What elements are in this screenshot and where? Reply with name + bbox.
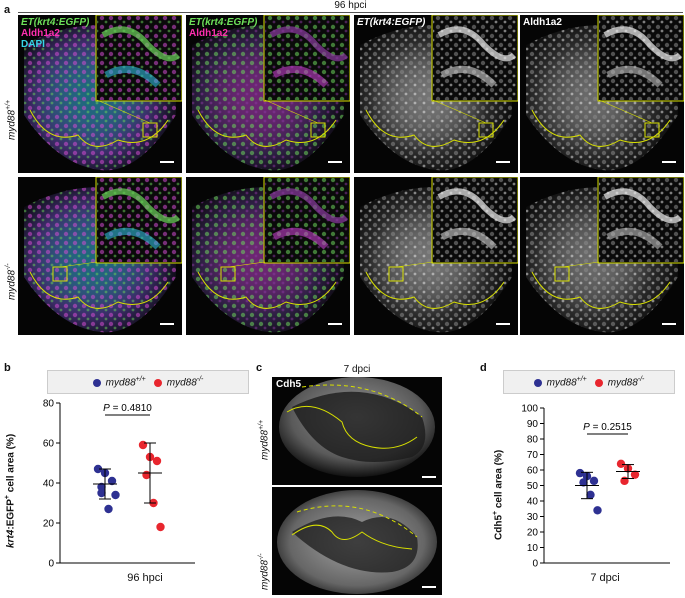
- legend-dot-wt: [533, 378, 542, 387]
- data-point: [142, 470, 151, 480]
- legend-item-mut: myd88-/-: [153, 376, 203, 388]
- panel-c-channel-label: Cdh5: [276, 379, 301, 390]
- y-tick-label: 80: [43, 399, 55, 410]
- panel-a-tissue-r1-c4: [526, 15, 684, 171]
- panel-c-title: 7 dpci: [343, 364, 371, 375]
- panel-a-title-rule: [18, 12, 683, 13]
- legend-dot-mut: [594, 378, 603, 387]
- panel-d-xlabel: 7 dpci: [590, 572, 620, 584]
- channel-label: ET(krt4:EGFP): [357, 17, 426, 28]
- channel-label: Aldh1a2: [189, 28, 228, 39]
- panel-c-heart-wt: [279, 377, 436, 478]
- panel-a-image-r1-c3: ET(krt4:EGFP): [354, 15, 518, 173]
- y-tick-label: 30: [527, 512, 539, 523]
- legend-dot-mut: [153, 378, 162, 387]
- panel-a-tissue-r1-c3: [360, 15, 518, 171]
- panel-a-row2-label: myd88-/-: [5, 263, 18, 300]
- y-tick-label: 70: [527, 450, 539, 461]
- data-point: [93, 464, 103, 474]
- panel-c-row2-label: myd88-/-: [258, 553, 271, 590]
- data-point: [586, 490, 595, 499]
- data-point: [111, 490, 120, 500]
- panel-a-image-r2-c2: [186, 177, 350, 335]
- panel-a-tissue-r1-c2: [192, 15, 350, 171]
- y-tick-label: 50: [527, 481, 539, 492]
- panel-a-image-r1-c2: ET(krt4:EGFP) Aldh1a2: [186, 15, 350, 173]
- channel-label: ET(krt4:EGFP): [189, 17, 258, 28]
- panel-b-legend: myd88+/+ myd88-/-: [47, 370, 249, 394]
- data-point: [138, 440, 148, 450]
- channel-label: Aldh1a2: [21, 28, 60, 39]
- channel-label: DAPI: [21, 39, 45, 50]
- data-point: [616, 459, 626, 468]
- y-tick-label: 60: [527, 466, 539, 477]
- panel-b-ylabel: krt4:EGFP+ cell area (%): [4, 433, 17, 548]
- y-tick-label: 90: [527, 419, 539, 430]
- panel-d-ylabel: Cdh5+ cell area (%): [492, 449, 505, 540]
- y-tick-label: 80: [527, 435, 539, 446]
- panel-a-tissue-r2-c2: [192, 177, 350, 333]
- panel-d-chart: 0 10 20 30 40 50 60 70 80 90 100 P = 0.2515: [521, 404, 670, 569]
- panel-a-title: 96 hpci: [334, 0, 367, 11]
- panel-d-legend: myd88+/+ myd88-/-: [503, 370, 675, 394]
- panel-a-tissue-r2-c1: [24, 177, 182, 333]
- legend-item-wt: myd88+/+: [533, 376, 587, 388]
- p-value-label: P = 0.4810: [103, 403, 152, 414]
- y-tick-label: 20: [43, 519, 55, 530]
- panel-a-channel-labels-c1: ET(krt4:EGFP) Aldh1a2 DAPI: [21, 17, 89, 50]
- data-point: [630, 470, 640, 479]
- y-tick-label: 20: [527, 528, 539, 539]
- panel-a-channel-labels-c4: Aldh1a2: [523, 17, 562, 28]
- data-point: [152, 456, 162, 466]
- data-point: [579, 478, 588, 487]
- panel-a-label: a: [4, 4, 11, 16]
- data-point: [156, 522, 165, 532]
- panel-d-label: d: [480, 362, 487, 374]
- panel-a-row1-label: myd88+/+: [5, 99, 18, 140]
- data-point: [589, 476, 599, 486]
- y-tick-label: 40: [43, 479, 55, 490]
- channel-label: Aldh1a2: [523, 17, 562, 28]
- panel-a-channel-labels-c2: ET(krt4:EGFP) Aldh1a2: [189, 17, 257, 39]
- panel-b-chart: 0 20 40 60 80 P = 0.4810: [43, 399, 195, 570]
- panel-a-image-r1-c4: Aldh1a2: [520, 15, 684, 173]
- panel-a-tissue-r2-c4: [526, 177, 684, 333]
- y-tick-label: 40: [527, 497, 539, 508]
- panel-a-image-r2-c4: [520, 177, 684, 335]
- y-tick-label: 10: [527, 543, 539, 554]
- legend-item-mut: myd88-/-: [594, 376, 644, 388]
- panel-c-image-wt: Cdh5: [272, 377, 442, 485]
- panel-a-channel-labels-c3: ET(krt4:EGFP): [357, 17, 425, 28]
- panel-b-xlabel: 96 hpci: [127, 572, 163, 584]
- channel-label: ET(krt4:EGFP): [21, 17, 90, 28]
- panel-c-image-mut: [272, 487, 442, 595]
- panel-b-label: b: [4, 362, 11, 374]
- panel-c-row1-label: myd88+/+: [258, 419, 271, 460]
- y-tick-label: 100: [521, 404, 538, 415]
- panel-c-heart-mut: [277, 490, 437, 594]
- data-point: [97, 482, 106, 492]
- panel-a-tissue-r1-c1: [24, 15, 182, 171]
- panel-c-label: c: [256, 362, 263, 374]
- data-point: [97, 488, 106, 498]
- panel-a-tissue-r2-c3: [360, 177, 518, 333]
- p-value-label: P = 0.2515: [583, 422, 632, 433]
- panel-a-image-r2-c3: [354, 177, 518, 335]
- panel-a-image-r1-c1: ET(krt4:EGFP) Aldh1a2 DAPI: [18, 15, 182, 173]
- data-point: [104, 504, 113, 514]
- y-tick-label: 0: [532, 559, 538, 569]
- data-point: [107, 476, 117, 486]
- y-tick-label: 60: [43, 439, 55, 450]
- legend-dot-wt: [92, 378, 101, 387]
- data-point: [620, 476, 629, 486]
- y-tick-label: 0: [48, 559, 54, 570]
- data-point: [593, 506, 602, 515]
- panel-a-image-r2-c1: [18, 177, 182, 335]
- data-point: [575, 468, 585, 478]
- legend-item-wt: myd88+/+: [92, 376, 146, 388]
